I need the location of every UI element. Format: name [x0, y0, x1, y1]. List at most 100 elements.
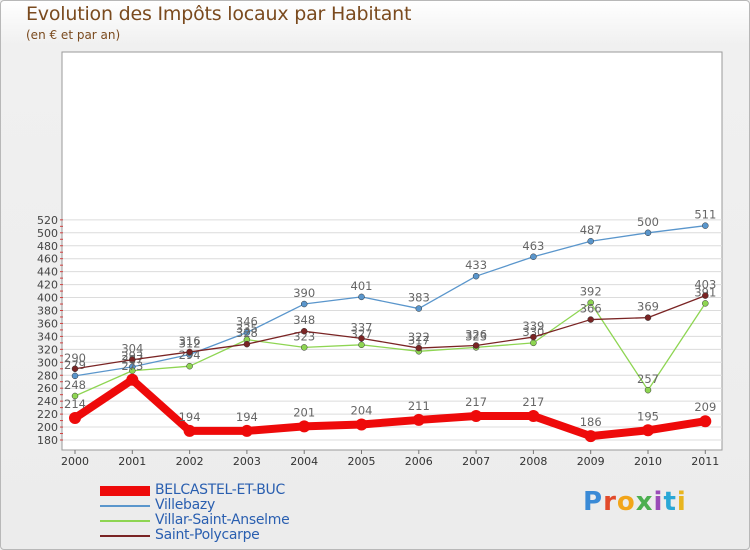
x-tick-label: 2001 — [118, 455, 146, 468]
data-label: 392 — [580, 285, 602, 299]
legend-swatch-villebazy — [100, 505, 150, 507]
y-tick-label: 280 — [37, 369, 58, 382]
data-point — [530, 253, 537, 261]
x-tick-label: 2011 — [691, 455, 719, 468]
data-label: 257 — [637, 372, 659, 386]
x-tick-label: 2000 — [61, 455, 89, 468]
x-tick-label: 2010 — [634, 455, 662, 468]
data-label: 194 — [236, 410, 258, 424]
data-point — [702, 292, 709, 299]
y-tick-label: 260 — [37, 382, 58, 395]
y-tick-label: 440 — [37, 266, 58, 279]
y-tick-label: 220 — [37, 408, 58, 421]
data-label: 383 — [408, 291, 430, 305]
data-label: 326 — [465, 327, 487, 341]
data-label: 316 — [179, 334, 201, 348]
data-label: 194 — [179, 410, 201, 424]
data-label: 328 — [236, 326, 258, 340]
data-label: 487 — [580, 223, 602, 237]
legend-item-villebazy: Villebazy — [100, 497, 400, 513]
data-point — [300, 300, 308, 308]
data-point — [642, 424, 654, 437]
proxiti-logo: Proxiti — [583, 487, 687, 517]
data-point — [587, 299, 594, 306]
data-label: 346 — [236, 315, 258, 329]
data-point — [300, 344, 308, 351]
data-label: 348 — [293, 313, 315, 327]
data-label: 248 — [64, 378, 86, 392]
data-point — [358, 335, 365, 342]
y-tick-label: 420 — [37, 279, 58, 292]
data-point — [355, 418, 368, 431]
data-point — [472, 342, 480, 349]
data-point — [298, 420, 311, 433]
data-point — [71, 392, 79, 400]
data-point — [186, 348, 193, 356]
chart-subtitle: (en € et par an) — [26, 28, 121, 42]
data-point — [644, 386, 652, 394]
data-point — [530, 339, 537, 347]
x-tick-label: 2005 — [348, 455, 376, 468]
series-line-1 — [74, 302, 706, 397]
data-label: 463 — [522, 239, 544, 253]
data-point — [126, 373, 139, 386]
data-label: 511 — [694, 208, 716, 222]
data-point — [530, 333, 537, 341]
data-label: 201 — [293, 405, 315, 419]
data-label: 403 — [694, 278, 716, 292]
y-tick-label: 300 — [37, 356, 58, 369]
data-point — [358, 341, 365, 349]
data-point — [300, 327, 308, 335]
data-point — [186, 362, 193, 370]
data-label: 214 — [64, 397, 86, 411]
legend-item-villar: Villar-Saint-Anselme — [100, 512, 400, 528]
data-point — [412, 413, 425, 426]
data-label: 390 — [293, 286, 315, 300]
logo-letter: o — [616, 487, 636, 517]
data-label: 304 — [121, 342, 143, 356]
legend-item-belcastel: BELCASTEL-ET-BUC — [100, 482, 400, 498]
y-tick-label: 520 — [37, 214, 58, 227]
data-point — [358, 293, 365, 301]
data-point — [587, 237, 594, 245]
series-line-0 — [74, 225, 706, 377]
data-label: 339 — [522, 319, 544, 333]
y-tick-label: 380 — [37, 305, 58, 318]
data-label: 337 — [351, 320, 373, 334]
data-point — [240, 424, 253, 437]
x-tick-label: 2008 — [519, 455, 547, 468]
data-point — [644, 314, 652, 321]
x-tick-label: 2003 — [233, 455, 261, 468]
data-label: 211 — [408, 399, 430, 413]
logo-letter: t — [663, 487, 677, 517]
chart-title: Evolution des Impôts locaux par Habitant — [26, 3, 412, 25]
y-tick-label: 340 — [37, 330, 58, 343]
y-tick-label: 360 — [37, 317, 58, 330]
data-label: 290 — [64, 351, 86, 365]
legend-label-belcastel: BELCASTEL-ET-BUC — [155, 482, 285, 498]
data-point — [415, 344, 423, 352]
legend-label-villebazy: Villebazy — [155, 497, 215, 513]
data-label: 186 — [580, 415, 602, 429]
legend-swatch-villar — [100, 520, 150, 522]
data-point — [587, 316, 594, 323]
data-point — [71, 365, 79, 373]
data-label: 401 — [351, 279, 373, 293]
y-tick-label: 240 — [37, 395, 58, 408]
data-point — [243, 329, 251, 336]
data-label: 273 — [121, 359, 143, 373]
y-tick-label: 480 — [37, 240, 58, 253]
logo-letter: P — [583, 487, 604, 517]
data-label: 323 — [465, 329, 487, 343]
data-label: 369 — [637, 300, 659, 314]
data-point — [243, 340, 251, 348]
y-tick-label: 400 — [37, 292, 58, 305]
data-label: 195 — [637, 409, 659, 423]
logo-letter: i — [676, 487, 687, 517]
x-tick-label: 2009 — [577, 455, 605, 468]
plot-area — [61, 51, 723, 451]
x-tick-label: 2004 — [290, 455, 318, 468]
data-point — [69, 411, 81, 424]
y-tick-label: 200 — [37, 421, 58, 434]
